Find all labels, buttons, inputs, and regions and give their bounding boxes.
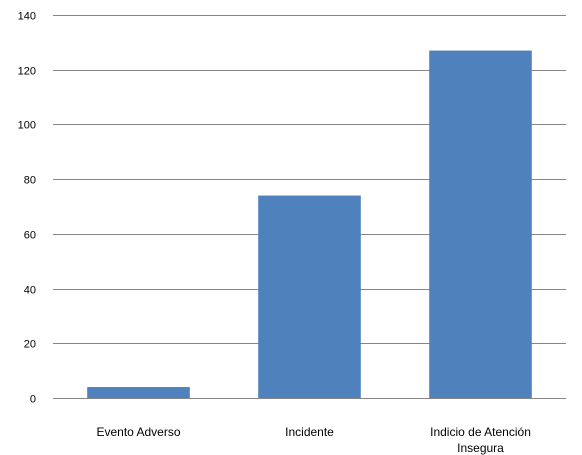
y-axis-tick-labels: 0 20 40 60 80 100 120 140 [18, 11, 36, 406]
y-tick-label: 40 [24, 285, 36, 297]
x-category-label: Evento Adverso [96, 425, 180, 439]
y-tick-label: 20 [24, 339, 36, 351]
x-category-label-line: Evento Adverso [96, 425, 180, 439]
bars [87, 50, 532, 399]
bar-evento-adverso [87, 387, 190, 398]
y-tick-label: 60 [24, 230, 36, 242]
x-category-label-line: Incidente [285, 425, 334, 439]
y-tick-label: 140 [18, 11, 36, 23]
bar-incidente [258, 195, 361, 398]
x-category-label: Incidente [285, 425, 334, 439]
y-tick-label: 100 [18, 120, 36, 132]
bar-indicio-de-atención-insegura [429, 50, 532, 399]
x-category-label-line: Insegura [457, 441, 504, 455]
y-tick-label: 0 [30, 394, 36, 406]
y-tick-label: 80 [24, 175, 36, 187]
y-tick-label: 120 [18, 66, 36, 78]
x-category-label-line: Indicio de Atención [430, 425, 531, 439]
x-axis-category-labels: Evento Adverso Incidente Indicio de Atenci… [96, 425, 530, 455]
x-category-label: Indicio de Atención Insegura [430, 425, 531, 455]
